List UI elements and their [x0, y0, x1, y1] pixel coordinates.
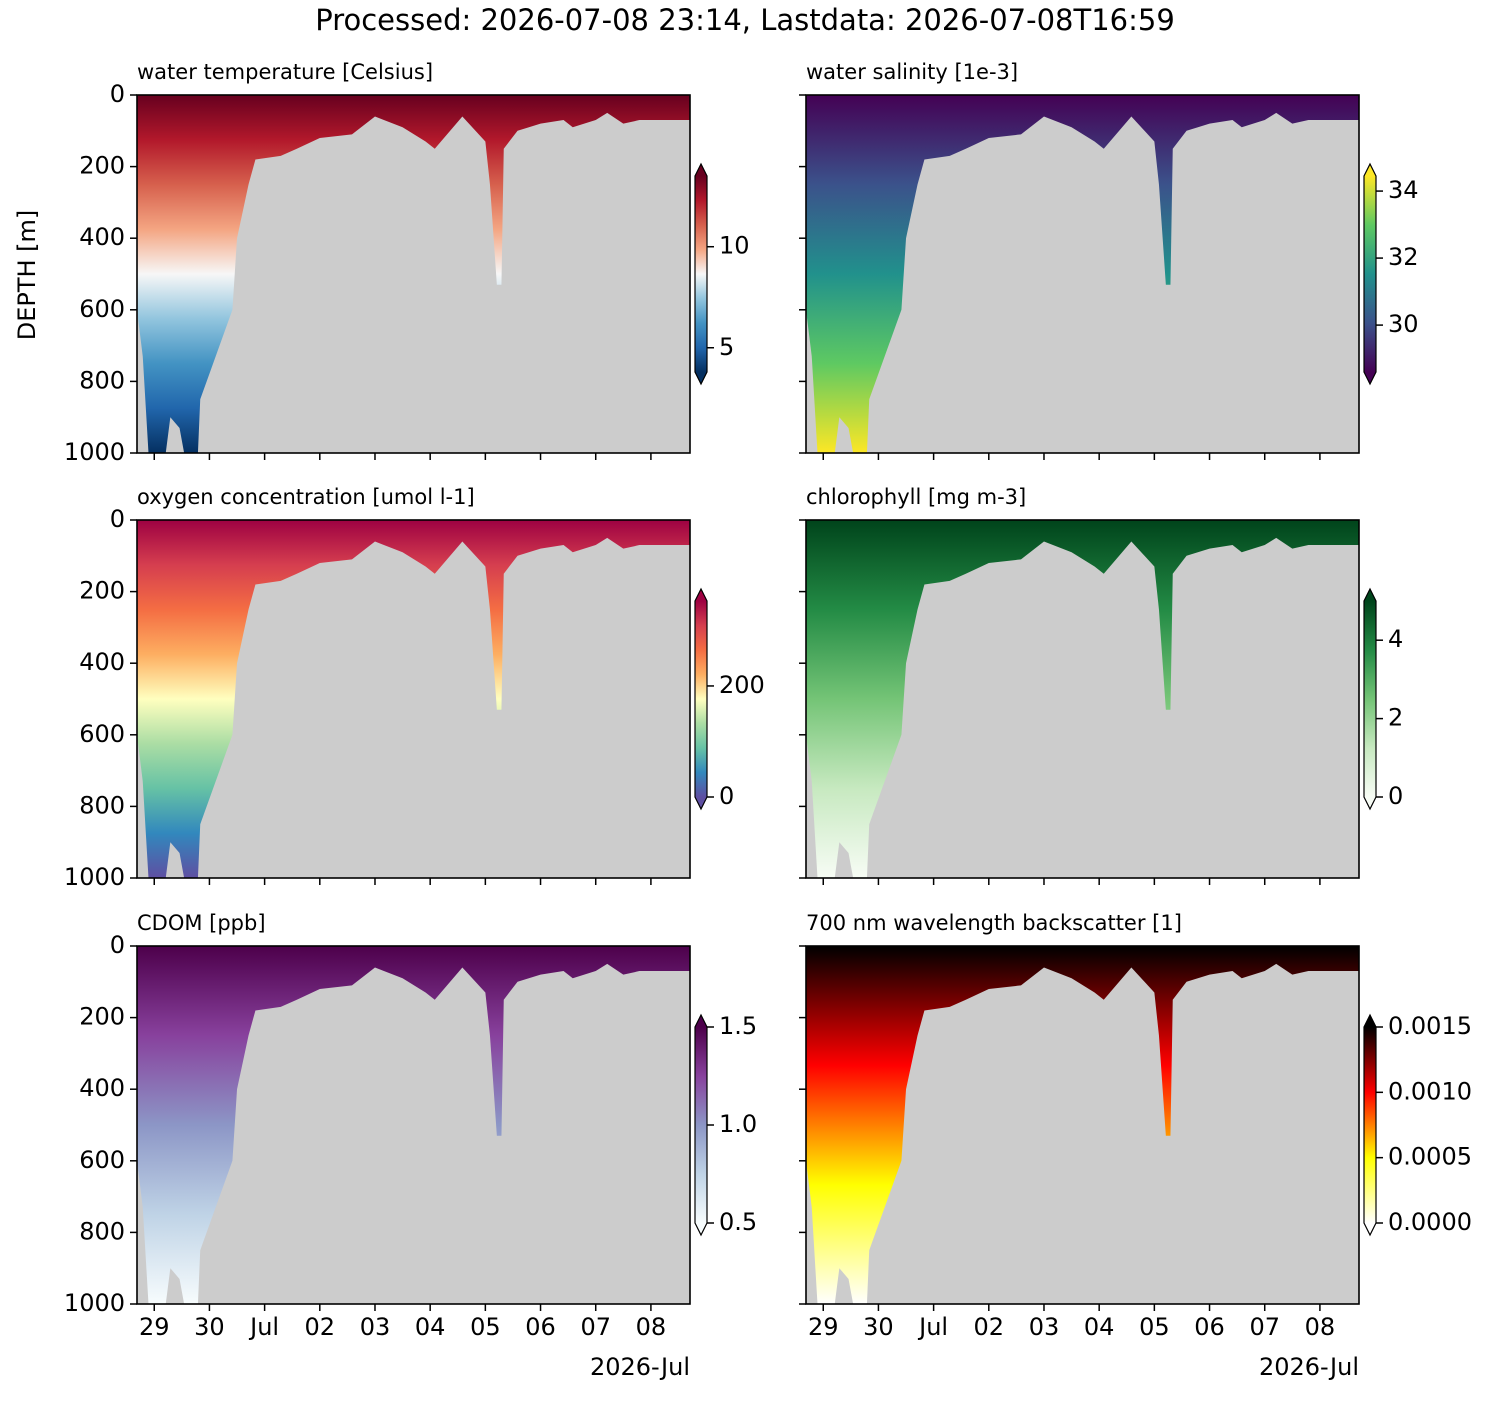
x-tick-label: 02 — [305, 1313, 336, 1341]
colorbar-extend-bottom — [695, 1223, 707, 1235]
no-data-area — [137, 537, 690, 878]
colorbar-tick-label: 0 — [1388, 782, 1403, 810]
y-tick-label: 0 — [110, 931, 125, 959]
colorbar-extend-top — [1364, 164, 1376, 176]
panel-title: CDOM [ppb] — [137, 911, 266, 935]
x-tick-label: 08 — [1305, 1313, 1336, 1341]
no-data-area — [806, 112, 1359, 454]
colorbar-tick-label: 0.5 — [719, 1208, 757, 1236]
x-tick-label: 29 — [808, 1313, 839, 1341]
x-tick-label: Jul — [917, 1313, 948, 1341]
colorbar-extend-bottom — [695, 372, 707, 384]
colorbar-extend-top — [695, 589, 707, 601]
colorbar-tick-label: 5 — [719, 333, 734, 361]
no-data-area — [137, 963, 690, 1304]
colorbar — [1364, 176, 1376, 372]
colorbar-tick-label: 34 — [1388, 176, 1419, 204]
x-tick-label: 29 — [139, 1313, 170, 1341]
y-tick-label: 600 — [79, 720, 125, 748]
colorbar-tick-label: 0.0005 — [1388, 1143, 1472, 1171]
colorbar-extend-bottom — [1364, 797, 1376, 809]
colorbar-extend-bottom — [695, 797, 707, 809]
x-tick-label: 07 — [1249, 1313, 1280, 1341]
y-tick-label: 800 — [79, 366, 125, 394]
plot-frame — [136, 94, 691, 454]
x-tick-label: 02 — [974, 1313, 1005, 1341]
colorbar-extend-top — [695, 1015, 707, 1027]
colorbar-outline — [694, 162, 708, 386]
x-tick-label: 05 — [1139, 1313, 1170, 1341]
plot-frame — [805, 945, 1360, 1305]
y-tick-label: 1000 — [64, 863, 125, 891]
y-axis-label: DEPTH [m] — [13, 210, 41, 341]
x-offset-label: 2026-Jul — [590, 1353, 690, 1381]
x-tick-label: 08 — [636, 1313, 667, 1341]
plot-frame — [805, 94, 1360, 454]
y-tick-label: 200 — [79, 577, 125, 605]
colorbar — [695, 1027, 707, 1223]
colorbar-tick-label: 4 — [1388, 625, 1403, 653]
x-tick-label: 30 — [863, 1313, 894, 1341]
y-tick-label: 400 — [79, 1074, 125, 1102]
plot-frame — [136, 945, 691, 1305]
y-tick-label: 0 — [110, 80, 125, 108]
panel-title: water temperature [Celsius] — [137, 60, 433, 84]
x-tick-label: 04 — [415, 1313, 446, 1341]
x-tick-label: Jul — [248, 1313, 279, 1341]
colorbar-tick-label: 2 — [1388, 704, 1403, 732]
colorbar-tick-label: 32 — [1388, 243, 1419, 271]
y-tick-label: 600 — [79, 295, 125, 323]
y-tick-label: 1000 — [64, 1289, 125, 1317]
y-tick-label: 800 — [79, 1217, 125, 1245]
panel-title: water salinity [1e-3] — [806, 60, 1018, 84]
colorbar-tick-label: 30 — [1388, 310, 1419, 338]
y-tick-label: 400 — [79, 223, 125, 251]
y-tick-label: 600 — [79, 1146, 125, 1174]
x-tick-label: 05 — [470, 1313, 501, 1341]
plot-frame — [805, 519, 1360, 879]
x-tick-label: 07 — [580, 1313, 611, 1341]
panel-title: chlorophyll [mg m-3] — [806, 485, 1026, 509]
colorbar-tick-label: 0.0015 — [1388, 1012, 1472, 1040]
colorbar-outline — [1363, 162, 1377, 386]
panel-title: 700 nm wavelength backscatter [1] — [806, 911, 1182, 935]
colorbar-extend-top — [1364, 1015, 1376, 1027]
x-tick-label: 06 — [525, 1313, 556, 1341]
y-tick-label: 200 — [79, 152, 125, 180]
x-tick-label: 30 — [194, 1313, 225, 1341]
no-data-area — [806, 537, 1359, 878]
x-tick-label: 03 — [1029, 1313, 1060, 1341]
colorbar-tick-label: 0 — [719, 782, 734, 810]
y-tick-label: 1000 — [64, 438, 125, 466]
y-tick-label: 0 — [110, 505, 125, 533]
colorbar-tick-label: 0.0000 — [1388, 1208, 1472, 1236]
panel-title: oxygen concentration [umol l-1] — [137, 485, 475, 509]
no-data-area — [137, 112, 690, 454]
colorbar-tick-label: 1.0 — [719, 1110, 757, 1138]
colorbar — [1364, 1027, 1376, 1223]
colorbar-extend-bottom — [1364, 372, 1376, 384]
colorbar-tick-label: 10 — [719, 232, 750, 260]
figure-title: Processed: 2026-07-08 23:14, Lastdata: 2… — [315, 3, 1175, 37]
colorbar — [695, 176, 707, 372]
no-data-area — [806, 963, 1359, 1304]
x-tick-label: 03 — [360, 1313, 391, 1341]
colorbar-extend-top — [1364, 589, 1376, 601]
colorbar-extend-bottom — [1364, 1223, 1376, 1235]
x-tick-label: 06 — [1194, 1313, 1225, 1341]
y-tick-label: 200 — [79, 1003, 125, 1031]
y-tick-label: 800 — [79, 791, 125, 819]
plot-frame — [136, 519, 691, 879]
colorbar-tick-label: 200 — [719, 671, 765, 699]
colorbar — [1364, 601, 1376, 797]
colorbar-tick-label: 1.5 — [719, 1012, 757, 1040]
colorbar — [695, 601, 707, 797]
colorbar-extend-top — [695, 164, 707, 176]
x-offset-label: 2026-Jul — [1259, 1353, 1359, 1381]
x-tick-label: 04 — [1084, 1313, 1115, 1341]
y-tick-label: 400 — [79, 648, 125, 676]
colorbar-tick-label: 0.0010 — [1388, 1077, 1472, 1105]
